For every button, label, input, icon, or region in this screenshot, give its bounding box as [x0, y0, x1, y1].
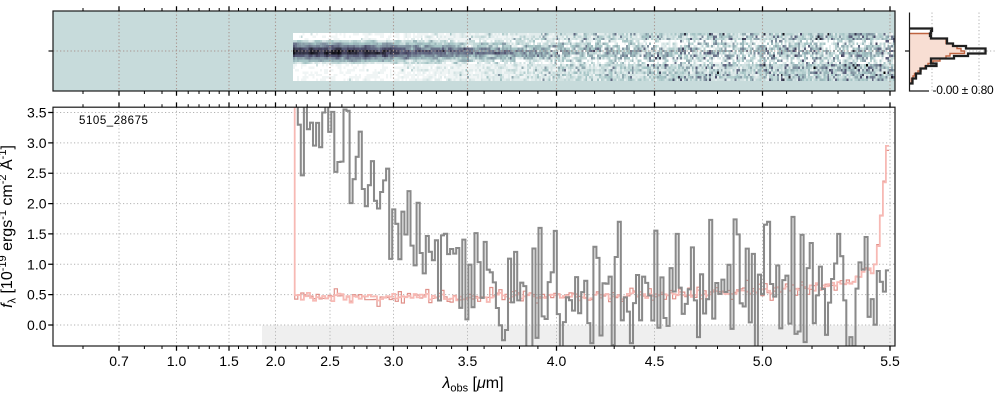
svg-text:0.0: 0.0 [27, 317, 47, 333]
svg-text:1.5: 1.5 [27, 226, 47, 242]
svg-text:5105_28675: 5105_28675 [79, 115, 148, 127]
svg-text:0.7: 0.7 [109, 353, 129, 369]
svg-text:3.0: 3.0 [27, 135, 47, 151]
svg-text:2.5: 2.5 [27, 165, 47, 181]
svg-text:3.5: 3.5 [458, 353, 478, 369]
svg-text:1.5: 1.5 [219, 353, 239, 369]
svg-text:2.5: 2.5 [320, 353, 340, 369]
svg-text:2.0: 2.0 [27, 196, 47, 212]
svg-text:4.0: 4.0 [547, 353, 567, 369]
svg-text:1.0: 1.0 [27, 256, 47, 272]
svg-text:3.0: 3.0 [384, 353, 404, 369]
svg-text:3.5: 3.5 [27, 105, 47, 121]
svg-text:2.0: 2.0 [266, 353, 286, 369]
svg-text:4.5: 4.5 [645, 353, 665, 369]
svg-text:0.5: 0.5 [27, 287, 47, 303]
svg-text:1.0: 1.0 [167, 353, 187, 369]
svg-text:5.5: 5.5 [880, 353, 900, 369]
svg-text:5.0: 5.0 [753, 353, 773, 369]
svg-text:-0.00 ± 0.80: -0.00 ± 0.80 [933, 83, 995, 97]
svg-text:fλ [10-19 ergs-1 cm-2 Å-1]: fλ [10-19 ergs-1 cm-2 Å-1] [0, 145, 19, 308]
